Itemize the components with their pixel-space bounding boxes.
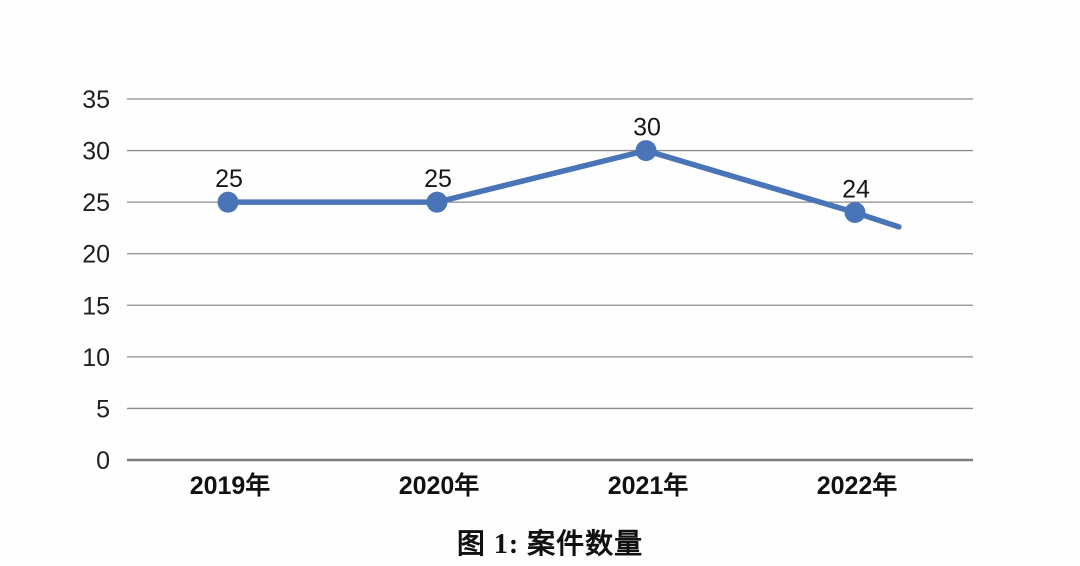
chart-caption: 图 1: 案件数量 (456, 529, 644, 560)
y-tick-label: 30 (82, 138, 110, 166)
data-point-marker (426, 191, 448, 213)
data-label: 30 (633, 114, 661, 142)
y-tick-label: 35 (82, 86, 110, 114)
x-tick-label: 2022年 (817, 471, 898, 500)
y-tick-label: 15 (82, 292, 110, 320)
x-tick-label: 2020年 (399, 471, 480, 500)
data-label: 24 (842, 175, 870, 203)
data-series-line (225, 147, 902, 230)
y-tick-label: 20 (82, 241, 110, 269)
x-tick-label: 2021年 (608, 471, 689, 500)
data-point-marker (217, 191, 239, 213)
data-label: 25 (215, 165, 243, 193)
data-point-marker (635, 140, 657, 162)
y-tick-label: 10 (82, 344, 110, 372)
x-tick-label: 2019年 (190, 471, 271, 500)
y-tick-label: 5 (96, 395, 110, 423)
data-label: 25 (424, 165, 452, 193)
y-tick-label: 25 (82, 189, 110, 217)
line-chart-canvas: 0 5 10 15 20 25 30 35 25 25 30 24 2019年 2020年 2021年 202… (82, 86, 973, 500)
data-point-marker (844, 201, 866, 223)
y-tick-label: 0 (96, 447, 110, 475)
